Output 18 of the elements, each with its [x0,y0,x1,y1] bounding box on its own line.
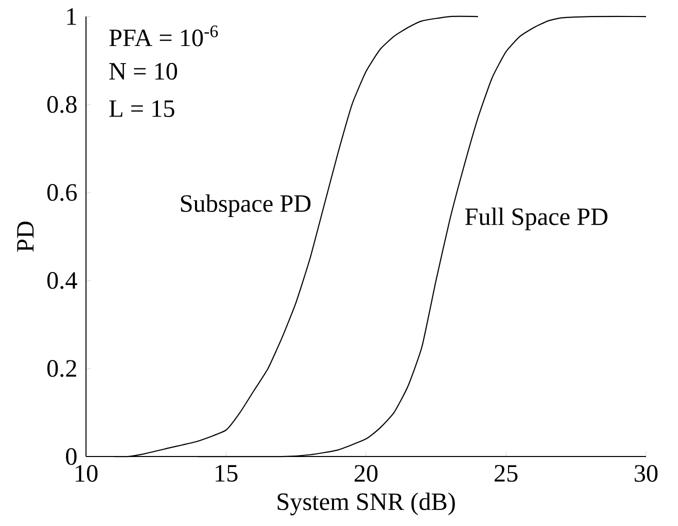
y-tick-label: 0.4 [47,272,78,290]
annotation: PFA = 10$^{-6}$ [109,26,218,47]
y-axis-title: PD [17,222,34,252]
y-tick-label: 0.2 [47,360,76,378]
y-tick-label: 0.8 [47,96,77,114]
x-tick-label: 10 [76,465,98,482]
y-tick-label: 0 [66,448,77,466]
series-label: Subspace PD [181,194,311,218]
x-axis-title: System SNR (dB) [278,492,455,516]
x-tick-label: 20 [354,465,378,482]
annotation: L = 15 [109,100,174,118]
annotation: N = 10 [109,63,178,80]
x-tick-label: 15 [216,465,238,482]
y-tick-label: 0.6 [47,184,77,202]
x-tick-label: 30 [634,465,658,482]
x-tick-label: 25 [494,465,518,482]
series-label: Full Space PD [465,208,608,230]
y-tick-label: 1 [67,8,76,25]
